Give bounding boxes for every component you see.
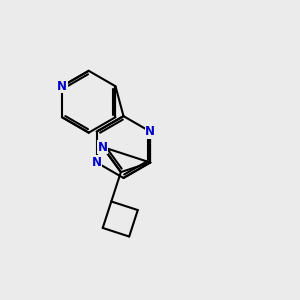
Text: N: N <box>92 156 102 169</box>
Text: N: N <box>98 141 108 154</box>
Text: N: N <box>145 125 155 138</box>
Text: N: N <box>57 80 67 93</box>
